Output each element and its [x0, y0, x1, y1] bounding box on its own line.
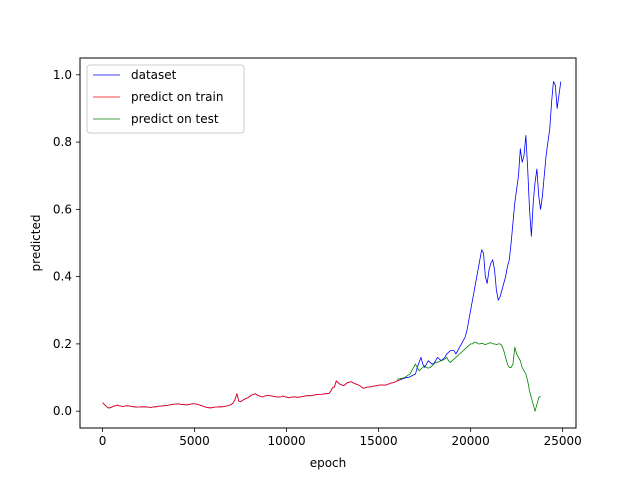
legend-label-predict-on-train: predict on train: [131, 90, 223, 104]
x-tick-label: 0: [99, 434, 107, 448]
legend-label-dataset: dataset: [131, 68, 177, 82]
y-axis-label: predicted: [29, 215, 43, 272]
y-tick-label: 1.0: [53, 68, 72, 82]
y-tick-label: 0.6: [53, 202, 72, 216]
x-tick-label: 15000: [360, 434, 398, 448]
y-tick-label: 0.2: [53, 337, 72, 351]
x-axis-label: epoch: [310, 456, 347, 470]
x-tick-label: 20000: [452, 434, 490, 448]
x-axis: 0 5000 10000 15000 20000 25000: [99, 428, 582, 448]
y-axis: 0.0 0.2 0.4 0.6 0.8 1.0: [53, 68, 80, 418]
y-tick-label: 0.0: [53, 404, 72, 418]
series-layer: [102, 81, 562, 412]
x-tick-label: 5000: [179, 434, 210, 448]
series-line-predict-on-train: [102, 379, 401, 409]
x-tick-label: 25000: [544, 434, 582, 448]
x-tick-label: 10000: [267, 434, 305, 448]
y-tick-label: 0.8: [53, 135, 72, 149]
legend: dataset predict on train predict on test: [86, 64, 245, 134]
legend-box: [86, 64, 245, 134]
y-tick-label: 0.4: [53, 270, 72, 284]
series-line-predict-on-test: [396, 341, 541, 412]
legend-label-predict-on-test: predict on test: [131, 112, 219, 126]
plot-frame: [79, 57, 577, 429]
